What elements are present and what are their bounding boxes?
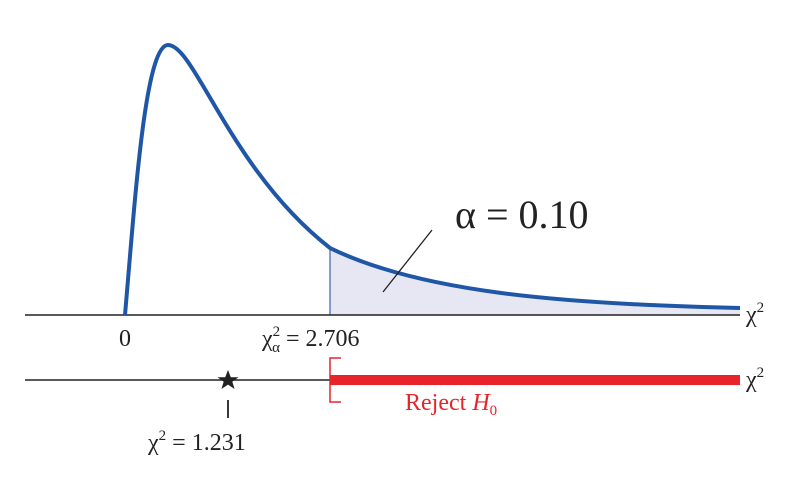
region-bracket [329,357,341,403]
density-curve [123,42,741,316]
superscript: 2 [159,428,167,444]
superscript: 2 [273,324,281,340]
alpha-label: α = 0.10 [455,192,589,237]
axis-label: χ2 [745,300,764,328]
value-text: = 2.706 [286,326,360,352]
rejection-area [330,248,740,315]
symbol: χ [261,326,273,352]
symbol: χ [745,302,757,328]
symbol: χ [745,367,757,393]
subscript: α [272,340,280,356]
hypothesis: H [471,390,491,416]
reject-text: Reject [405,390,467,416]
origin-label: 0 [119,326,131,352]
superscript: 2 [757,300,765,316]
subscript: 0 [490,403,498,419]
reject-label: Reject H0 [405,390,497,419]
statistic-label: χ2 = 1.231 [147,428,246,456]
superscript: 2 [757,365,765,381]
axis-label: χ2 [745,365,764,393]
value-text: = 1.231 [172,430,246,456]
test-statistic-star [217,370,239,389]
critical-label: χ2 α = 2.706 [261,324,360,356]
pointer-line [382,229,433,293]
symbol: χ [147,430,159,456]
